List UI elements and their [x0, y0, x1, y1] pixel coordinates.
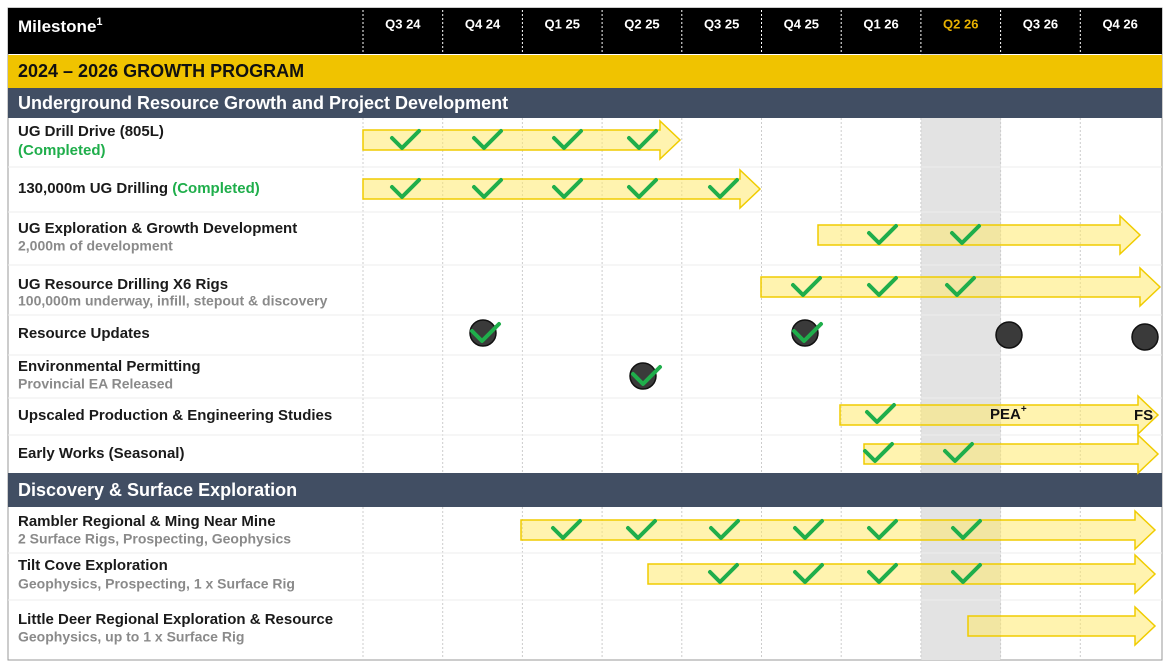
checkmark	[627, 129, 658, 150]
quarter-label: Q1 25	[545, 16, 580, 31]
row-sublabel: Geophysics, Prospecting, 1 x Surface Rig	[18, 576, 295, 592]
checkmark	[865, 403, 896, 424]
pea-label: PEA+	[990, 404, 1027, 423]
section-title: Discovery & Surface Exploration	[18, 480, 297, 500]
header-bar	[8, 8, 1162, 54]
checkmark	[791, 276, 822, 297]
pea-text: PEA	[990, 406, 1021, 423]
checkmark	[863, 442, 894, 463]
checkmark	[867, 276, 898, 297]
checkmark	[793, 563, 824, 584]
row-label: Early Works (Seasonal)	[18, 445, 184, 462]
section-bar	[8, 88, 1162, 118]
checkmark	[627, 178, 658, 199]
header-superscript: 1	[96, 16, 102, 28]
checkmark	[708, 563, 739, 584]
row-sublabel: Provincial EA Released	[18, 376, 173, 392]
checkmark	[945, 276, 976, 297]
row-sublabel: 100,000m underway, infill, stepout & dis…	[18, 293, 328, 309]
checkmark	[792, 322, 823, 343]
row-label-text: 130,000m UG Drilling	[18, 180, 168, 197]
timeline-arrow	[863, 433, 1160, 475]
checkmark	[390, 129, 421, 150]
quarter-label: Q2 25	[624, 16, 659, 31]
quarter-label: Q4 26	[1102, 16, 1137, 31]
row-label: Upscaled Production & Engineering Studie…	[18, 407, 332, 424]
milestone-circle	[1131, 323, 1159, 351]
checkmark	[951, 563, 982, 584]
row-label: Little Deer Regional Exploration & Resou…	[18, 611, 333, 628]
row-label: Tilt Cove Exploration	[18, 557, 168, 574]
checkmark	[626, 519, 657, 540]
checkmark	[708, 178, 739, 199]
quarter-label: Q4 25	[784, 16, 819, 31]
checkmark	[631, 365, 662, 386]
checkmark	[943, 442, 974, 463]
row-label: UG Resource Drilling X6 Rigs	[18, 276, 228, 293]
timeline-arrow	[967, 605, 1157, 647]
quarter-label: Q1 26	[863, 16, 898, 31]
checkmark	[551, 519, 582, 540]
section-title: Underground Resource Growth and Project …	[18, 93, 508, 113]
timeline-arrow	[520, 509, 1157, 551]
checkmark	[552, 178, 583, 199]
quarter-label: Q4 24	[465, 16, 501, 31]
header-title-text: Milestone	[18, 17, 96, 36]
fs-label: FS	[1134, 407, 1153, 424]
milestone-circle	[791, 319, 819, 347]
row-label: UG Exploration & Growth Development	[18, 220, 297, 237]
checkmark	[470, 322, 501, 343]
banner-bar	[8, 55, 1162, 88]
row-label: 130,000m UG Drilling (Completed)	[18, 180, 260, 197]
checkmark	[867, 519, 898, 540]
row-sublabel: Geophysics, up to 1 x Surface Rig	[18, 629, 244, 645]
timeline-arrow	[362, 168, 762, 210]
checkmark	[709, 519, 740, 540]
header-title: Milestone1	[18, 16, 103, 37]
row-status: (Completed)	[18, 142, 106, 159]
milestone-circle	[469, 319, 497, 347]
quarter-label: Q3 26	[1023, 16, 1058, 31]
checkmark	[793, 519, 824, 540]
checkmark	[867, 224, 898, 245]
checkmark	[472, 178, 503, 199]
milestone-circle	[629, 362, 657, 390]
row-label: Resource Updates	[18, 325, 150, 342]
row-label: Rambler Regional & Ming Near Mine	[18, 513, 276, 530]
checkmark	[867, 563, 898, 584]
row-status: (Completed)	[172, 180, 260, 197]
banner: 2024 – 2026 GROWTH PROGRAM	[18, 61, 304, 81]
pea-superscript: +	[1021, 404, 1027, 415]
checkmark	[552, 129, 583, 150]
row-label: UG Drill Drive (805L)	[18, 123, 164, 140]
checkmark	[390, 178, 421, 199]
checkmark	[950, 224, 981, 245]
row-sublabel: 2 Surface Rigs, Prospecting, Geophysics	[18, 531, 291, 547]
checkmark	[472, 129, 503, 150]
quarter-label: Q3 25	[704, 16, 739, 31]
milestone-circle	[995, 321, 1023, 349]
quarter-label: Q2 26	[943, 16, 978, 31]
timeline-arrow	[760, 266, 1162, 308]
checkmark	[951, 519, 982, 540]
timeline-arrow	[839, 394, 1160, 436]
section-bar	[8, 473, 1162, 507]
current-quarter-highlight	[921, 52, 1001, 660]
timeline-arrow	[817, 214, 1142, 256]
row-sublabel: 2,000m of development	[18, 238, 173, 254]
quarter-label: Q3 24	[385, 16, 421, 31]
row-label: Environmental Permitting	[18, 358, 201, 375]
timeline-arrow	[362, 119, 682, 161]
timeline-arrow	[647, 553, 1157, 595]
